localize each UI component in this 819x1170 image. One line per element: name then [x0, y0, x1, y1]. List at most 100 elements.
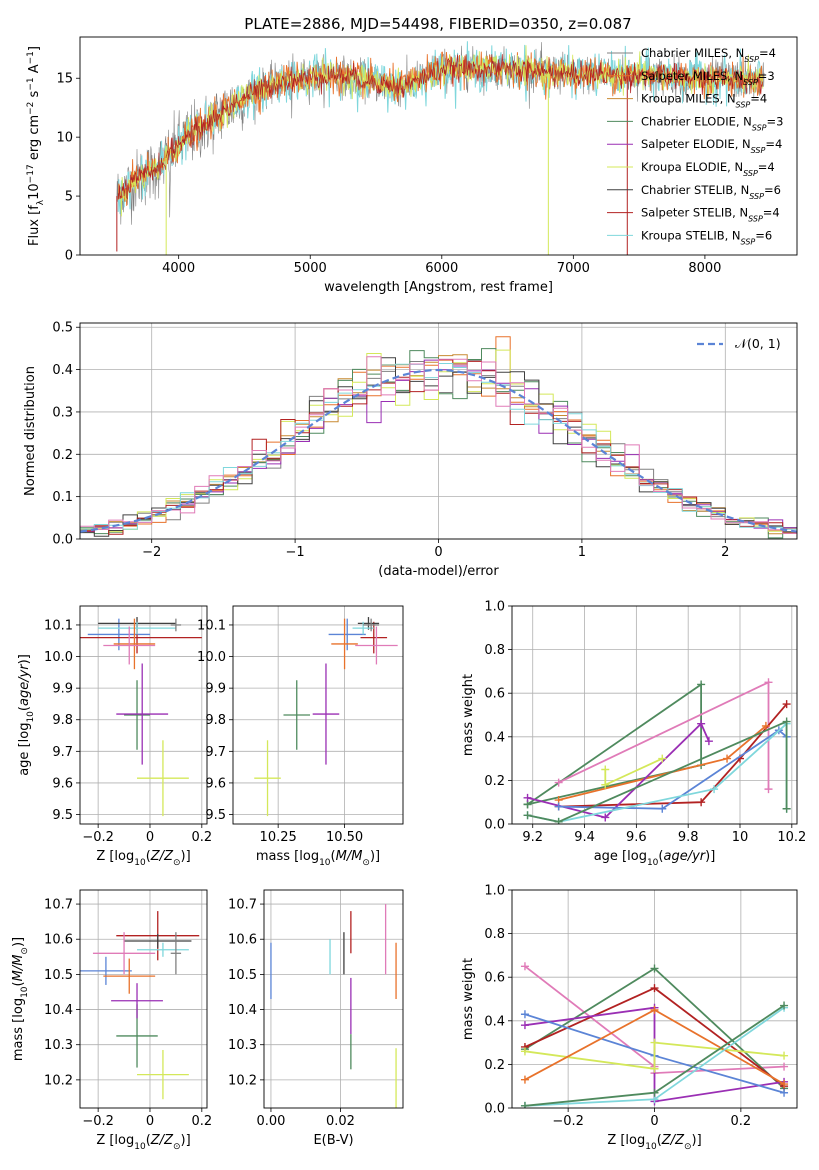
label-part: Normed distribution	[23, 366, 38, 496]
y-tick-label: 0.4	[52, 363, 73, 378]
panel-Z-massweight: −0.2 0 0.2 0.0 0.2 0.4 0.6 0.8 1.0 Z [log10(Z/Z⊙)…	[461, 884, 798, 1152]
spectrum-model-line	[118, 45, 764, 217]
legend-count: =4	[763, 206, 780, 220]
label-part: )]	[705, 849, 715, 864]
y-tick-label: 10.4	[228, 1003, 257, 1018]
mass-weight-marker	[601, 780, 610, 789]
mass-weight-marker	[650, 1038, 659, 1047]
x-tick-label: 0.02	[326, 1114, 355, 1129]
mass-weight-marker	[554, 802, 563, 811]
legend-subscript: SSP	[736, 100, 751, 109]
plot-area	[520, 962, 789, 1108]
legend-count: =4	[758, 160, 775, 174]
panel-EBV-mass: 0.00 0.02 10.2 10.3 10.4 10.5 10.6 10.7 E(B-V)	[228, 889, 404, 1148]
mass-weight-marker	[697, 719, 706, 728]
y-tick-label: 10.2	[44, 1073, 73, 1088]
mass-weight-marker	[554, 778, 563, 787]
legend-subscript: SSP	[751, 146, 766, 155]
plot-area	[80, 617, 202, 817]
y-axis-label: mass weight	[461, 958, 476, 1040]
legend-count: =6	[764, 183, 781, 197]
label-part: (	[17, 706, 32, 711]
legend-label: Kroupa MILES, NSSP=4	[641, 92, 767, 110]
label-part: (	[658, 849, 663, 864]
y-tick-label: 15	[56, 72, 73, 87]
x-tick-label: 9.4	[574, 830, 595, 845]
y-tick-label: 10.1	[44, 618, 73, 633]
x-tick-label: 10	[732, 830, 749, 845]
legend-label: Salpeter ELODIE, NSSP=4	[641, 137, 782, 155]
y-tick-label: 10.0	[197, 650, 226, 665]
legend-label: Chabrier STELIB, NSSP=6	[641, 183, 781, 201]
mass-weight-marker	[520, 962, 529, 971]
mass-weight-marker	[764, 785, 773, 794]
y-tick-label: 9.9	[205, 682, 226, 697]
legend-subscript: SSP	[744, 55, 759, 64]
legend-count: =4	[759, 46, 776, 60]
label-part: A	[27, 64, 42, 77]
y-tick-label: 9.5	[205, 808, 226, 823]
y-tick-label: 10.3	[228, 1038, 257, 1053]
x-axis-label: mass [log10(M/M⊙)]	[256, 849, 380, 868]
y-tick-label: 0.5	[52, 321, 73, 336]
axes-frame	[79, 889, 208, 1109]
legend-label: Chabrier MILES, NSSP=4	[641, 46, 776, 64]
legend-count: =3	[767, 114, 784, 128]
y-tick-label: 0.0	[52, 533, 73, 548]
label-part: 10	[26, 711, 36, 723]
x-tick-label: 0	[146, 830, 154, 845]
x-tick-label: 2	[721, 545, 729, 560]
label-part: (	[11, 981, 26, 986]
legend-label: Kroupa STELIB, NSSP=6	[641, 228, 772, 246]
mass-weight-marker	[520, 1047, 529, 1056]
y-tick-label: 0.4	[484, 730, 505, 745]
x-tick-label: 0	[146, 1114, 154, 1129]
label-part: wavelength [Angstrom, rest frame]	[324, 280, 553, 295]
x-tick-label: −1	[286, 545, 305, 560]
mass-weight-marker	[782, 804, 791, 813]
x-tick-label: −0.2	[82, 830, 114, 845]
panel-age-massweight: 9.2 9.4 9.6 9.8 10 10.2 0.0 0.2 0.4 0.6 0.8 1.0 age …	[461, 600, 806, 869]
y-tick-label: 0.8	[484, 927, 505, 942]
plot-area	[116, 41, 765, 255]
mass-weight-marker	[523, 793, 532, 802]
y-tick-label: 9.6	[205, 776, 226, 791]
y-tick-label: 0.1	[52, 490, 73, 505]
legend-subscript: SSP	[743, 169, 758, 178]
x-tick-label: 0	[650, 1114, 658, 1129]
y-tick-label: 0.6	[484, 971, 505, 986]
label-part: ⊙	[173, 1142, 181, 1152]
y-tick-label: 10.6	[44, 933, 73, 948]
mass-weight-marker	[710, 785, 719, 794]
mass-weight-marker	[782, 700, 791, 709]
mass-weight-marker	[780, 1001, 789, 1010]
label-part: M/M	[336, 849, 363, 864]
mass-weight-marker	[761, 721, 770, 730]
label-part: (data-model)/error	[378, 564, 499, 579]
mass-weight-marker	[658, 754, 667, 763]
axes-frame	[79, 605, 208, 825]
y-axis-label: age [log10(age/yr)]	[17, 654, 36, 776]
y-tick-label: 10.1	[197, 618, 226, 633]
histogram-series	[80, 356, 797, 537]
y-tick-label: 0.2	[484, 1058, 505, 1073]
y-axis-label: Flux [fλ10−17 erg cm−2 s−1 A−1]	[26, 46, 46, 246]
label-part: age [log	[594, 849, 647, 864]
y-tick-label: 0.8	[484, 643, 505, 658]
label-part: )]	[17, 654, 32, 664]
label-part: ⊙	[20, 947, 30, 955]
legend-series-name: Kroupa ELODIE, N	[641, 160, 743, 174]
x-tick-label: 0	[434, 545, 442, 560]
x-tick-label: 0.2	[731, 1114, 752, 1129]
y-tick-label: 1.0	[484, 600, 505, 615]
mass-weight-series	[527, 720, 788, 823]
legend-series-name: Salpeter ELODIE, N	[641, 137, 751, 151]
axes-frame	[511, 889, 798, 1109]
label-part: Flux [f	[27, 205, 42, 246]
y-tick-label: 9.9	[52, 682, 73, 697]
x-axis-label: age [log10(age/yr)]	[594, 849, 716, 868]
label-part: 10	[27, 183, 42, 200]
axes-frame	[232, 605, 404, 825]
y-tick-label: 10.5	[44, 968, 73, 983]
label-part: M/M	[11, 955, 26, 982]
